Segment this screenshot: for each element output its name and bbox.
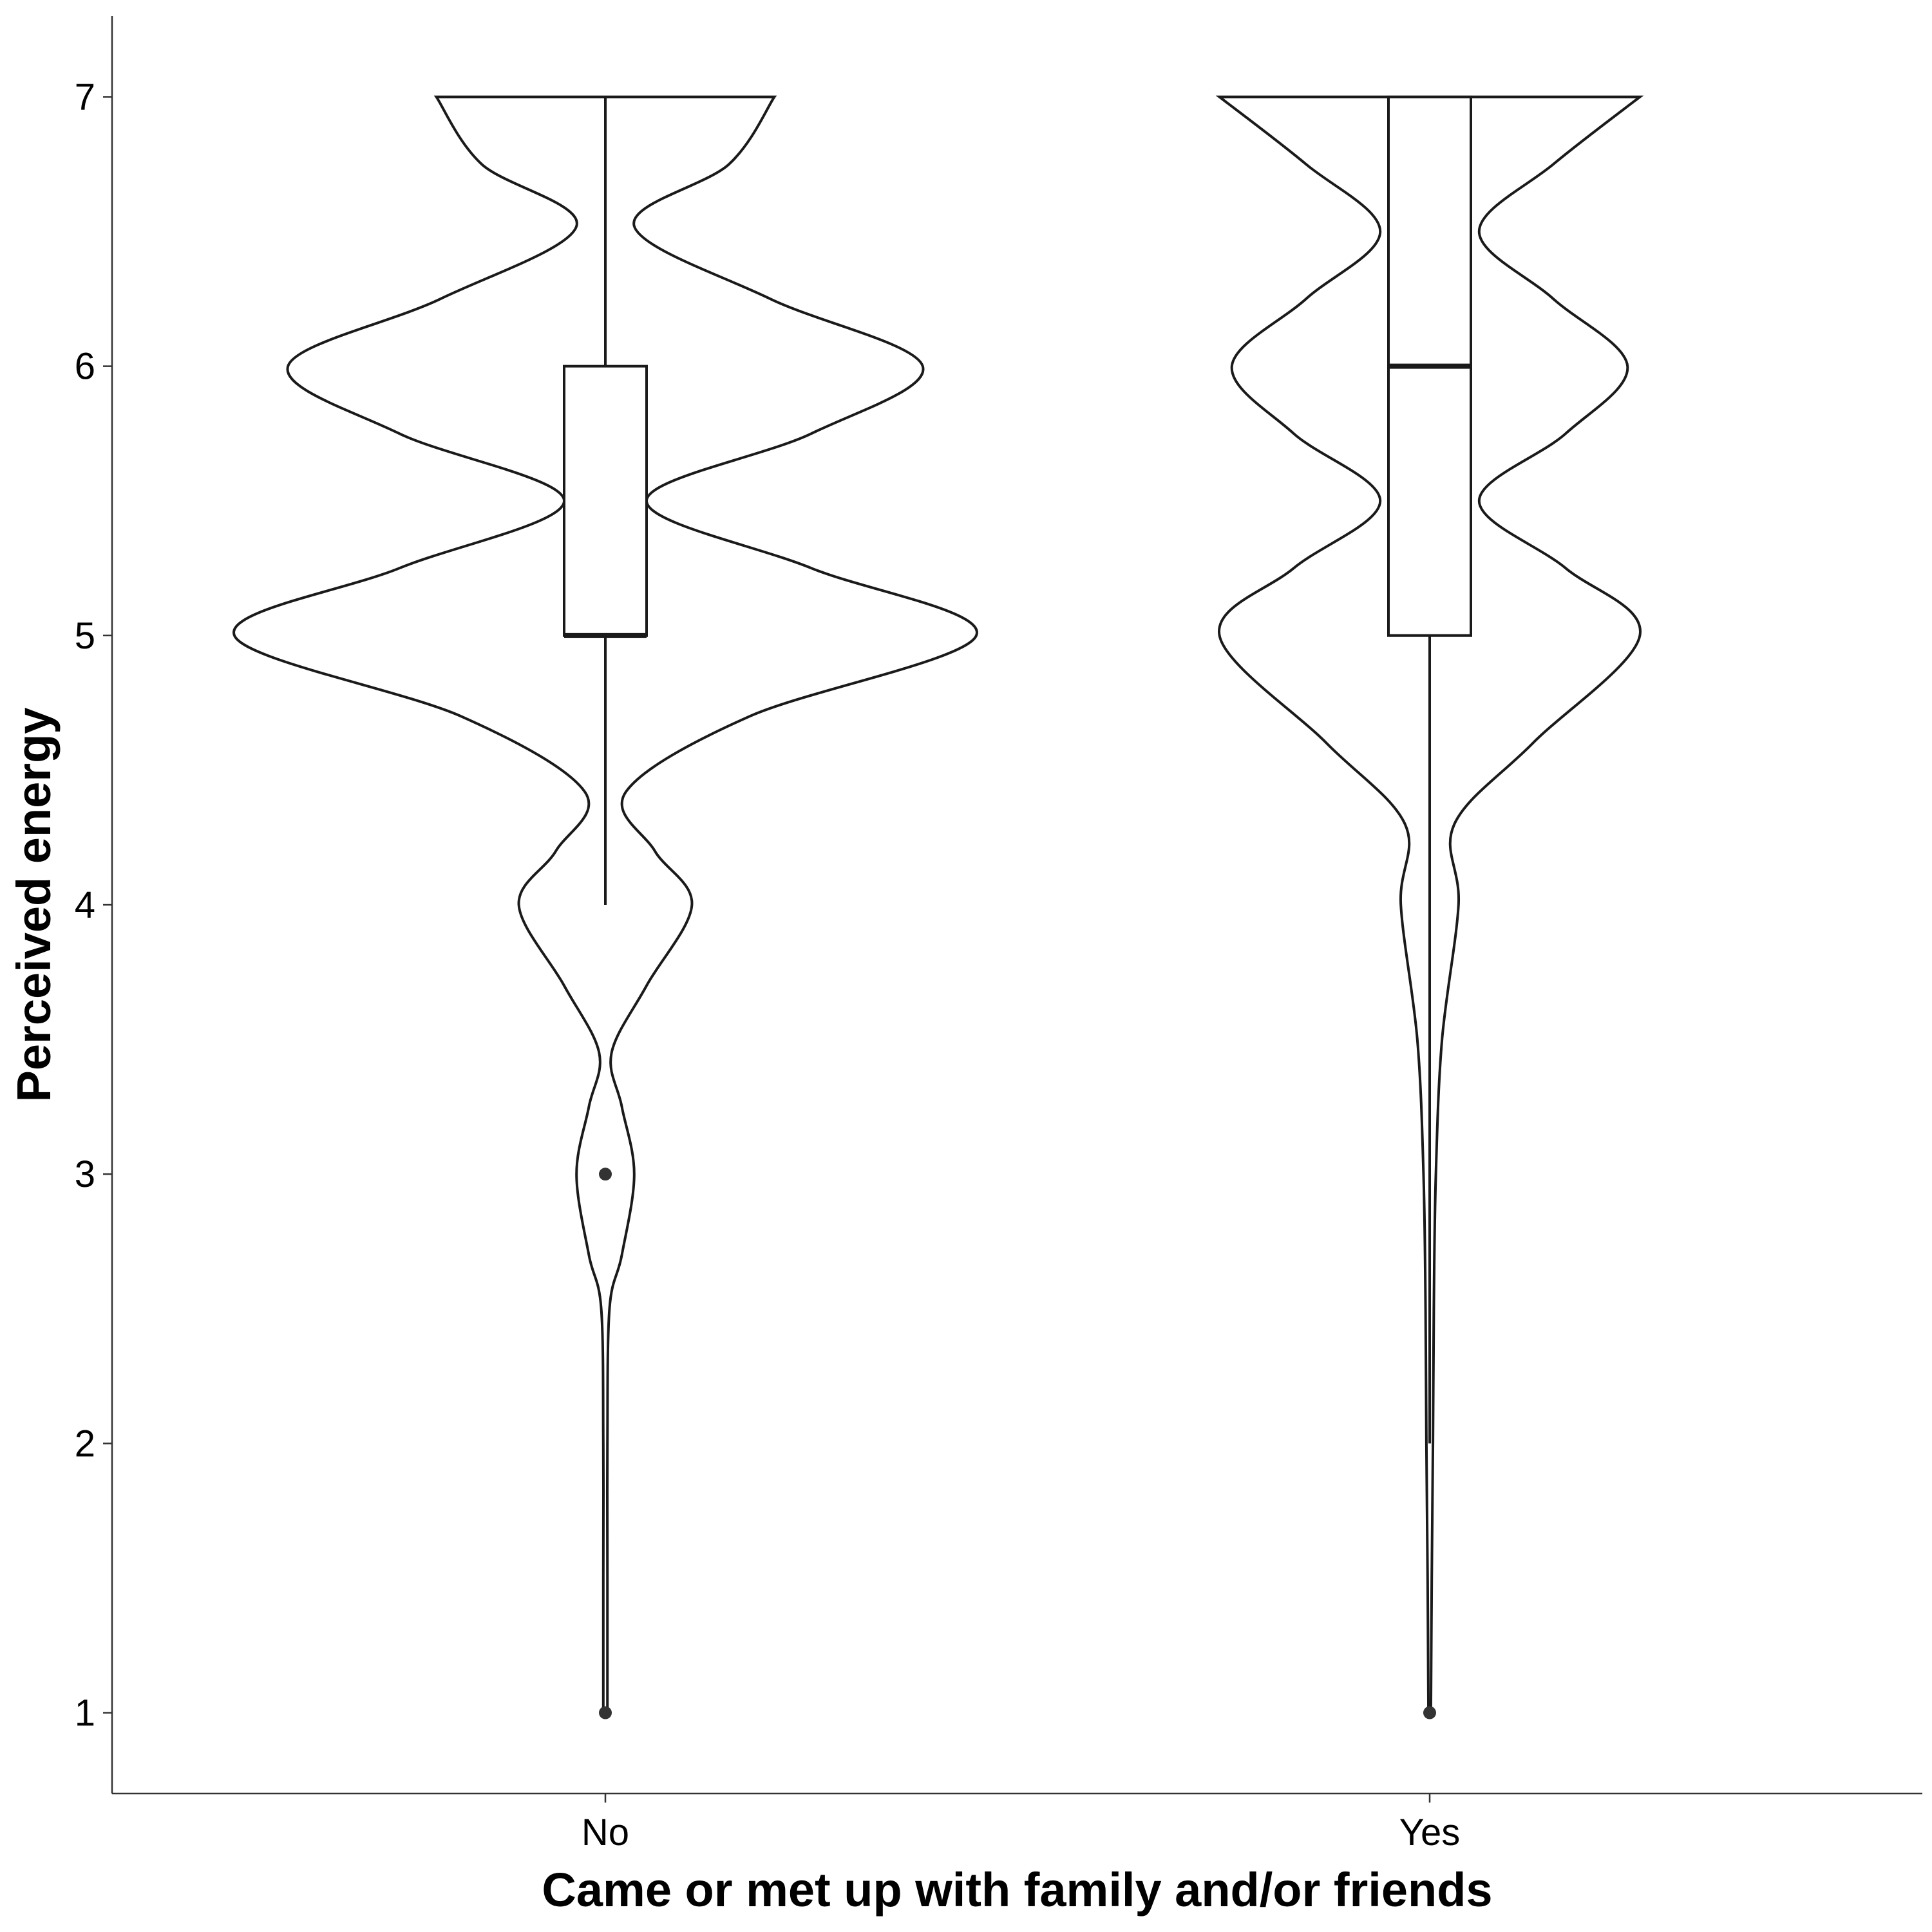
x-tick-label: No [582,1812,629,1853]
y-tick-label: 2 [75,1423,95,1464]
y-tick-label: 6 [75,346,95,388]
outlier-point [599,1168,612,1181]
iqr-box [563,365,648,637]
y-tick-label: 3 [75,1153,95,1195]
plot-groups [232,95,1644,1719]
group-no [232,95,978,1719]
y-tick-label: 1 [75,1692,95,1734]
x-axis-title: Came or met up with family and/or friend… [542,1863,1492,1917]
outlier-point [599,1706,612,1719]
axes [111,16,1922,1795]
y-tick-label: 7 [75,76,95,118]
x-tick-label: Yes [1399,1812,1461,1853]
violin-outline [1215,95,1644,1714]
group-yes [1215,95,1644,1719]
x-axis-ticks: No Yes [582,1794,1460,1853]
y-axis-ticks: 1 2 3 4 5 6 7 [75,76,112,1734]
y-tick-label: 4 [75,884,95,926]
y-tick-label: 5 [75,615,95,657]
y-axis-title: Perceived energy [7,708,61,1103]
violin-outline [232,95,978,1714]
outlier-point [1423,1706,1436,1719]
